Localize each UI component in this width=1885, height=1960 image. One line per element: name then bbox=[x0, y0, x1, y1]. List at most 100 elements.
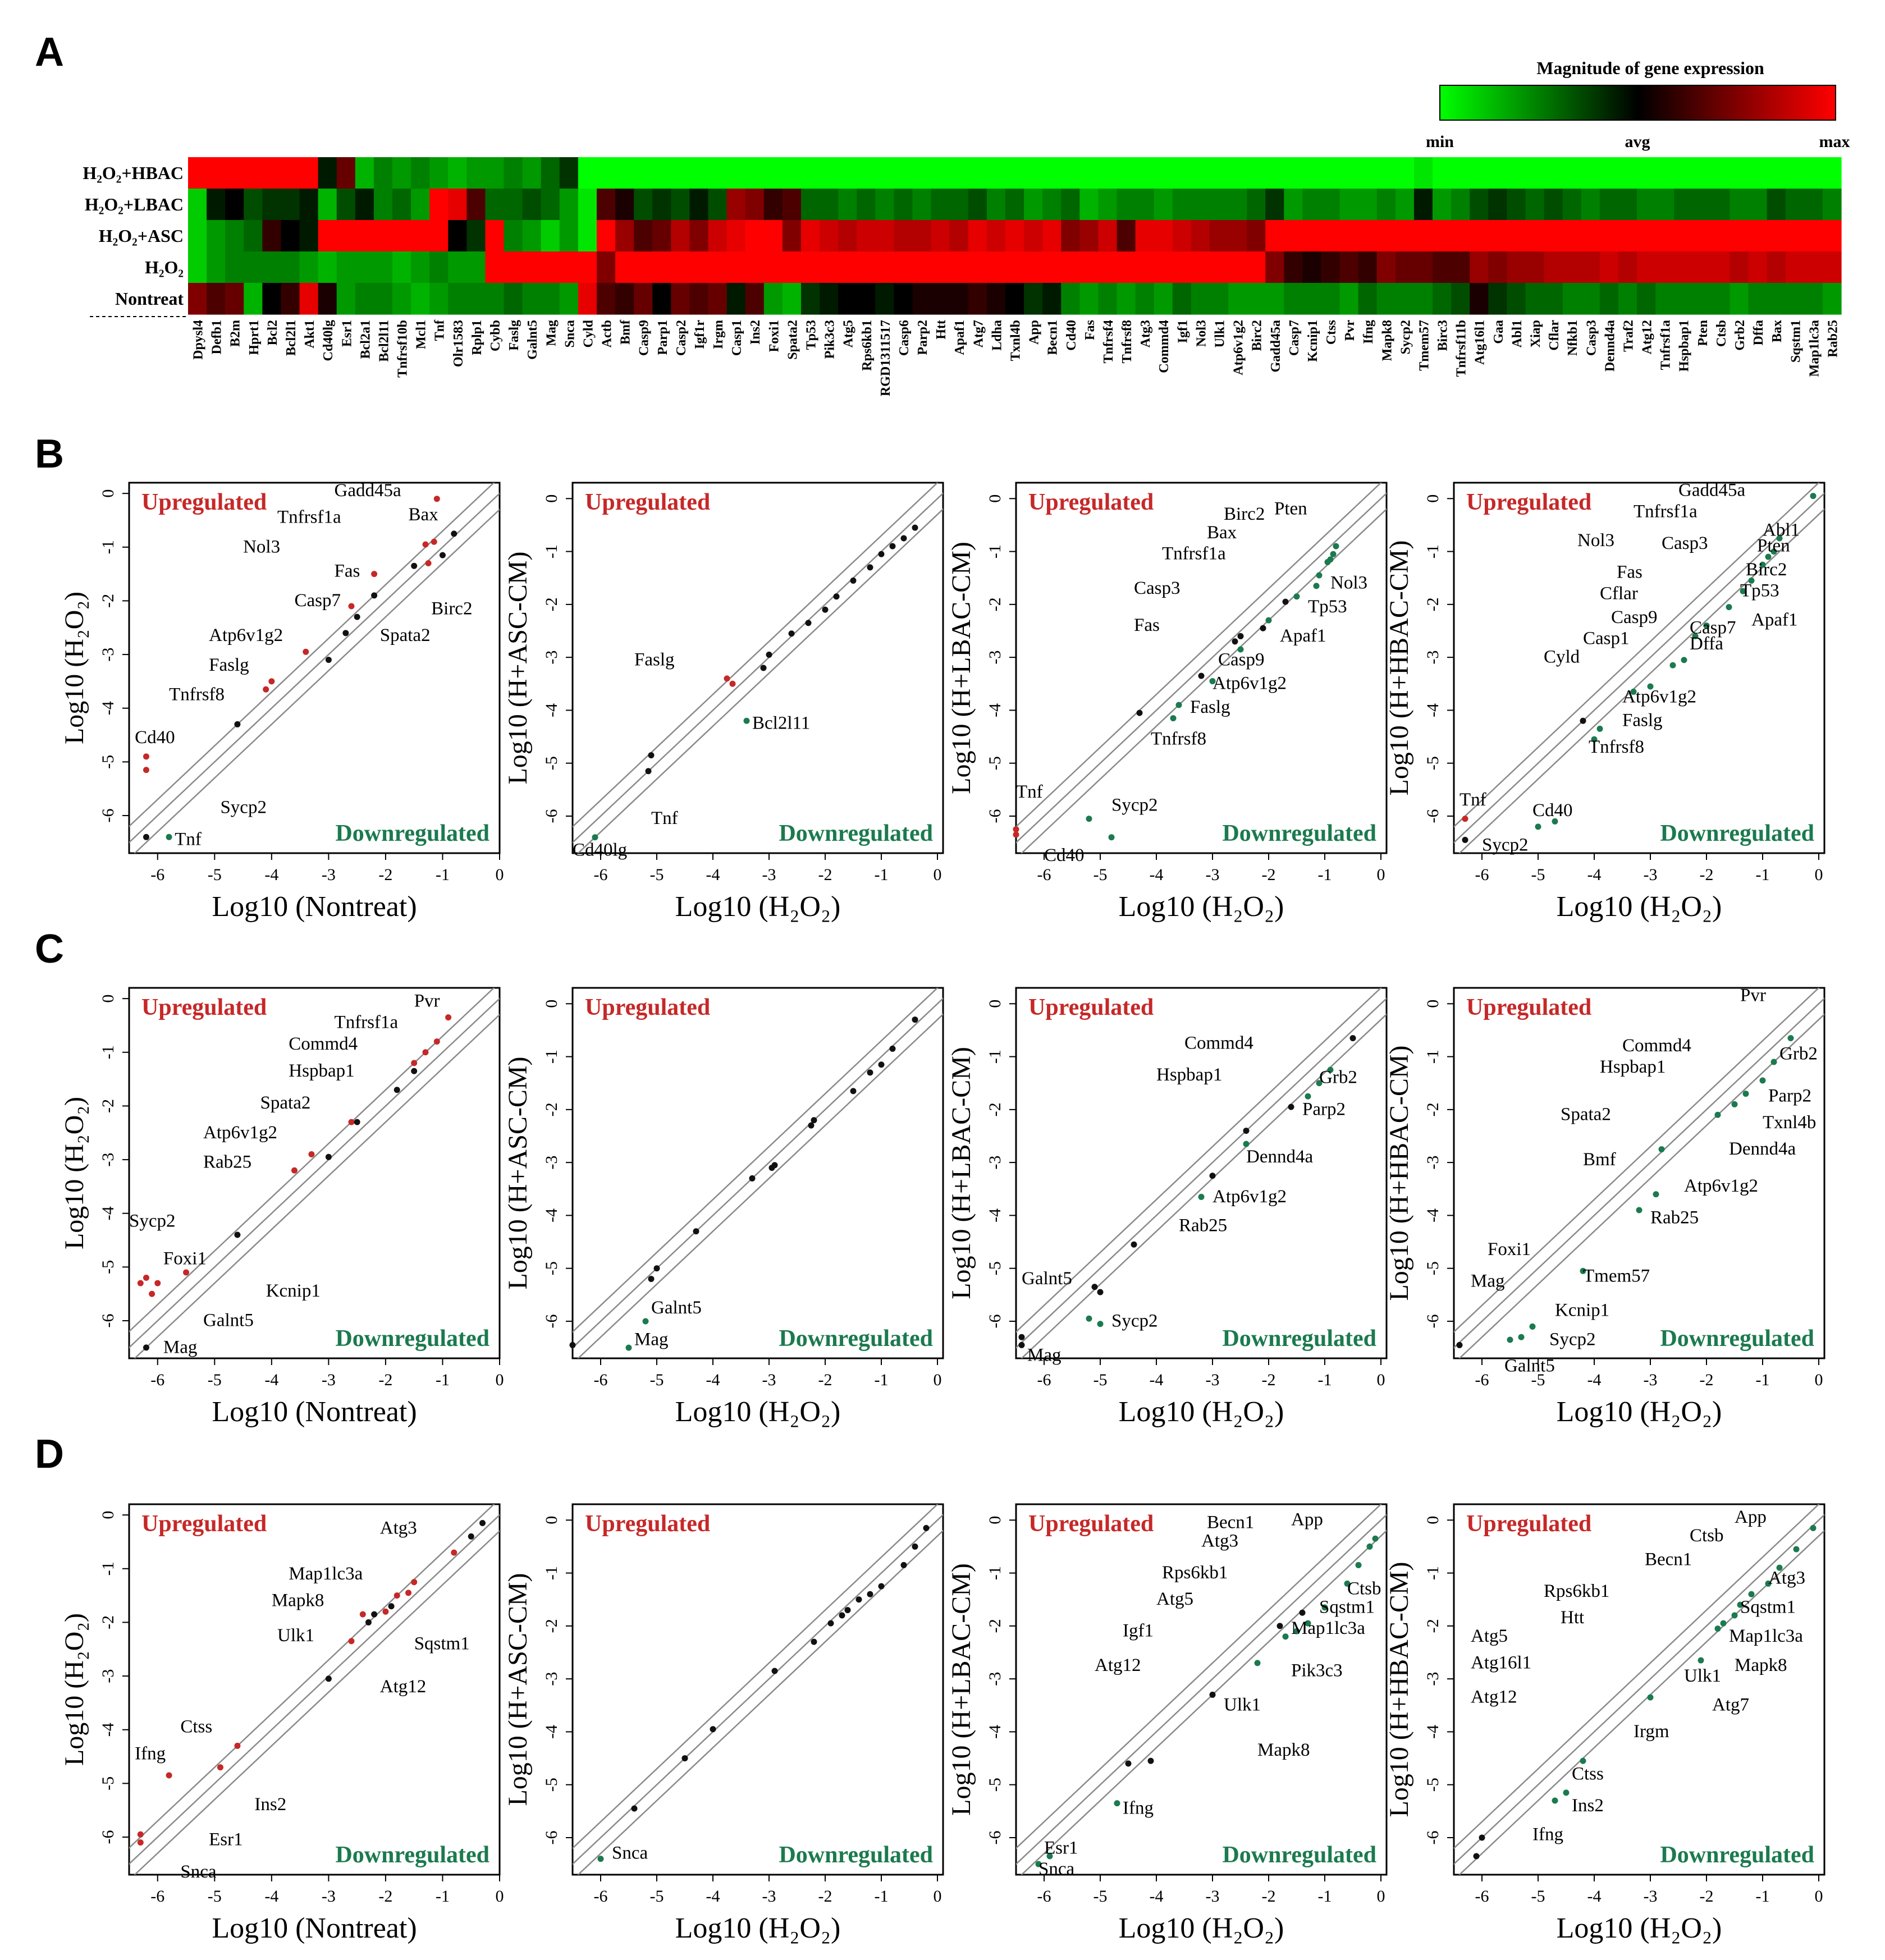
heatmap-cell bbox=[1117, 251, 1136, 283]
gene-annotation: Atg12 bbox=[380, 1677, 427, 1697]
data-point-down bbox=[1305, 1093, 1311, 1100]
gene-annotation: Nol3 bbox=[1330, 573, 1367, 593]
x-tick-label: -1 bbox=[436, 1371, 450, 1389]
x-tick-label: 0 bbox=[1377, 1887, 1385, 1906]
gene-annotation: Map1lc3a bbox=[1729, 1626, 1803, 1646]
heatmap-cell bbox=[1433, 251, 1452, 283]
data-point-neutral bbox=[631, 1805, 638, 1812]
data-point-down bbox=[1681, 657, 1687, 663]
heatmap-gene-label: Casp2 bbox=[674, 320, 689, 356]
heatmap-cell bbox=[392, 220, 411, 252]
fold-threshold-line bbox=[577, 1529, 943, 1875]
heatmap-gene-label: Cflar bbox=[1547, 320, 1562, 351]
gene-annotation: Casp1 bbox=[1583, 629, 1630, 649]
gene-annotation: Tnf bbox=[175, 830, 202, 850]
gene-annotation: Commd4 bbox=[289, 1034, 358, 1054]
data-point-neutral bbox=[468, 1533, 474, 1540]
gene-annotation: Kcnip1 bbox=[1555, 1300, 1609, 1321]
heatmap-cell bbox=[1544, 251, 1563, 283]
gene-annotation: Dffa bbox=[1690, 634, 1723, 654]
data-point-neutral bbox=[833, 593, 840, 600]
heatmap-cell bbox=[949, 157, 969, 189]
x-tick-label: 0 bbox=[496, 1371, 504, 1389]
data-point-neutral bbox=[439, 552, 446, 558]
heatmap-cell bbox=[1339, 283, 1359, 315]
heatmap-cell bbox=[1191, 157, 1210, 189]
data-point-down bbox=[1720, 1620, 1727, 1627]
heatmap-gene-label: Dennd4a bbox=[1603, 320, 1617, 372]
gene-annotation: Galnt5 bbox=[651, 1298, 702, 1318]
data-point-down bbox=[1333, 543, 1339, 549]
fold-threshold-line bbox=[573, 1504, 939, 1849]
data-point-up bbox=[291, 1167, 298, 1174]
y-tick-label: -6 bbox=[986, 809, 1004, 823]
fold-threshold-line bbox=[577, 1013, 943, 1358]
gene-annotation: App bbox=[1735, 1507, 1767, 1527]
heatmap-gene-label: Pten bbox=[1696, 320, 1710, 346]
x-tick-label: -4 bbox=[706, 1887, 720, 1906]
fold-threshold-line bbox=[1458, 1013, 1824, 1358]
data-point-neutral bbox=[710, 1726, 716, 1733]
heatmap-cell bbox=[689, 220, 709, 252]
heatmap-cell bbox=[1637, 157, 1656, 189]
heatmap-cell bbox=[1284, 251, 1303, 283]
gene-annotation: Galnt5 bbox=[203, 1311, 254, 1331]
heatmap-gene-labels: Dpysl4 Defb1 B2m Hprt1 Bcl2 Bcl2l1 Akt1 Cd40lg E… bbox=[191, 319, 1841, 396]
data-point-neutral bbox=[1209, 1691, 1216, 1698]
heatmap-cell bbox=[763, 189, 783, 221]
data-point-neutral bbox=[365, 1619, 372, 1625]
data-point-neutral bbox=[788, 630, 795, 637]
heatmap-cell bbox=[1637, 189, 1656, 221]
data-point-down bbox=[1198, 1193, 1205, 1200]
heatmap-gene-label: Dffa bbox=[1751, 320, 1766, 345]
heatmap-gene-label: Ctss bbox=[1324, 320, 1339, 345]
gene-annotation: Tnfrsf8 bbox=[169, 684, 225, 704]
x-tick-label: -6 bbox=[1037, 865, 1051, 884]
heatmap-cell bbox=[429, 189, 449, 221]
heatmap-gene-label: Galnt5 bbox=[525, 320, 540, 360]
heatmap-cell bbox=[800, 220, 820, 252]
heatmap-cell bbox=[225, 189, 244, 221]
data-point-up bbox=[422, 541, 429, 548]
heatmap-cell bbox=[244, 157, 263, 189]
fold-threshold-line bbox=[577, 508, 943, 853]
y-tick-label: -2 bbox=[1424, 1102, 1442, 1116]
data-point-neutral bbox=[1209, 1173, 1216, 1179]
heatmap-cell bbox=[1191, 251, 1210, 283]
plot-frame bbox=[571, 1503, 944, 1876]
data-point-up bbox=[394, 1592, 400, 1599]
y-tick-label: -3 bbox=[986, 1672, 1004, 1686]
data-point-down bbox=[1535, 823, 1541, 830]
heatmap-cell bbox=[522, 283, 542, 315]
data-point-neutral bbox=[371, 592, 378, 599]
gene-annotation: Cflar bbox=[1600, 583, 1638, 603]
heatmap-cell bbox=[207, 251, 226, 283]
x-tick-label: -1 bbox=[875, 865, 889, 884]
y-tick-label: -1 bbox=[1424, 544, 1442, 558]
y-tick-label: -6 bbox=[542, 809, 561, 823]
data-point-down bbox=[1321, 1604, 1328, 1611]
heatmap-cell bbox=[782, 157, 802, 189]
data-point-down bbox=[1591, 736, 1598, 743]
identity-line bbox=[573, 997, 943, 1349]
x-tick-label: -3 bbox=[1206, 865, 1220, 884]
heatmap-cell bbox=[411, 251, 430, 283]
heatmap-cell bbox=[1525, 157, 1545, 189]
heatmap-cell bbox=[1785, 220, 1805, 252]
data-point-up bbox=[348, 1119, 355, 1125]
heatmap-cell bbox=[894, 283, 913, 315]
y-tick-label: -6 bbox=[1424, 1831, 1442, 1845]
data-point-down bbox=[1636, 1207, 1642, 1213]
heatmap-cell bbox=[726, 220, 746, 252]
fold-threshold-line bbox=[134, 1530, 500, 1875]
data-point-neutral bbox=[1580, 717, 1586, 724]
data-point-neutral bbox=[912, 1543, 918, 1550]
data-point-up bbox=[217, 1764, 223, 1771]
heatmap-cell bbox=[1730, 157, 1749, 189]
data-point-neutral bbox=[867, 564, 873, 571]
heatmap-cell bbox=[1376, 251, 1396, 283]
data-point-down bbox=[1770, 1059, 1777, 1065]
heatmap-cell bbox=[225, 157, 244, 189]
y-tick-label: -6 bbox=[542, 1315, 561, 1329]
data-point-neutral bbox=[1473, 1853, 1480, 1860]
